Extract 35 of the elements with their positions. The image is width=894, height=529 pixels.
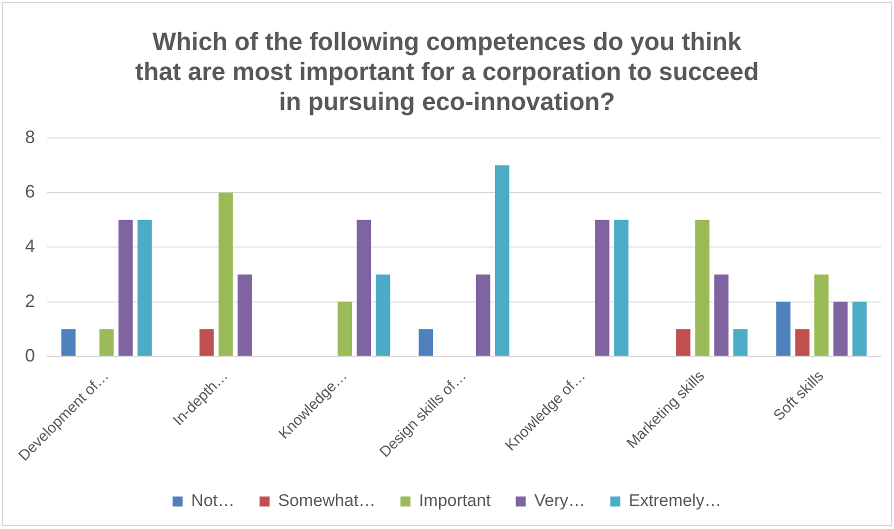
bar [338, 302, 352, 356]
bar [776, 302, 790, 356]
bar [595, 220, 610, 356]
bar [200, 329, 214, 356]
legend-label: Somewhat… [278, 491, 376, 510]
bar [676, 329, 690, 356]
bar [833, 302, 848, 356]
bar [852, 302, 867, 356]
bar [61, 329, 76, 356]
bar [118, 220, 133, 356]
bar [238, 274, 252, 356]
bar [614, 220, 628, 356]
bar [418, 329, 434, 356]
bar [99, 329, 114, 356]
bar [733, 329, 748, 356]
y-tick-label: 6 [24, 182, 36, 202]
bar [476, 274, 490, 356]
bar [795, 329, 810, 356]
legend-label: Not… [191, 491, 235, 510]
bar [695, 220, 710, 356]
bar [376, 274, 390, 356]
legend-label: Extremely… [628, 491, 722, 510]
bar [714, 274, 728, 356]
y-tick-label: 4 [24, 236, 36, 256]
chart-title: Which of the following competences do you think that are most important for a corporation to succeed in pursuing eco-innovation? [135, 28, 759, 116]
bar [356, 220, 372, 356]
bar [218, 192, 233, 356]
bar [138, 220, 152, 356]
bar [814, 274, 829, 356]
legend-label: Important [418, 491, 492, 510]
y-tick-label: 0 [24, 345, 36, 366]
legend-label: Very… [534, 491, 586, 510]
y-tick-label: 2 [24, 290, 36, 311]
y-tick-label: 8 [24, 126, 36, 147]
bar [494, 165, 510, 356]
